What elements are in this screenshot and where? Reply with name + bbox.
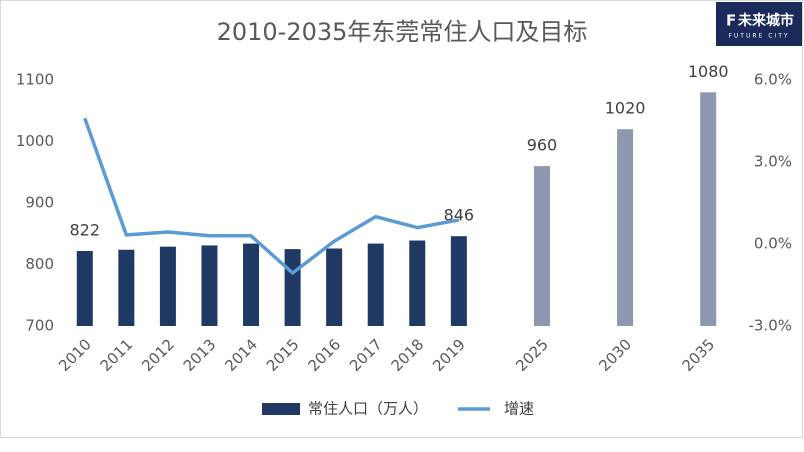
bar xyxy=(326,248,343,326)
legend-label: 增速 xyxy=(504,400,534,418)
chart-border xyxy=(0,0,803,438)
data-label: 1080 xyxy=(688,62,729,81)
y-tick-label: 700 xyxy=(25,317,54,335)
chart-title: 2010-2035年东莞常住人口及目标 xyxy=(217,18,588,46)
logo-mark: F xyxy=(726,12,736,30)
bar xyxy=(284,249,301,326)
legend-label: 常住人口（万人） xyxy=(308,400,428,418)
bar xyxy=(118,249,135,326)
logo-name: 未来城市 xyxy=(738,12,794,29)
bar xyxy=(617,129,634,326)
logo-box xyxy=(716,2,802,46)
bar xyxy=(533,166,550,326)
bar xyxy=(201,245,218,326)
y-tick-label: 900 xyxy=(25,194,54,212)
y2-tick-label: -3.0% xyxy=(748,317,792,335)
y-tick-label: 800 xyxy=(25,255,54,273)
bar xyxy=(159,246,176,326)
bar xyxy=(409,240,426,326)
y2-tick-label: 0.0% xyxy=(754,235,792,253)
y2-tick-label: 6.0% xyxy=(754,71,792,89)
bar xyxy=(76,250,93,326)
y-tick-label: 1100 xyxy=(16,71,54,89)
data-label: 822 xyxy=(70,220,101,239)
data-label: 1020 xyxy=(605,99,646,118)
line xyxy=(83,117,460,275)
bar xyxy=(367,243,384,326)
logo-sub: FUTURE CITY xyxy=(728,33,789,40)
y-tick-label: 1000 xyxy=(16,132,54,150)
bar xyxy=(243,243,260,326)
logo: F 未来城市 FUTURE CITY xyxy=(716,2,802,46)
data-label: 960 xyxy=(527,136,558,155)
bar xyxy=(700,92,717,326)
legend-swatch xyxy=(262,403,300,415)
y2-tick-label: 3.0% xyxy=(754,153,792,171)
bar xyxy=(450,236,467,326)
